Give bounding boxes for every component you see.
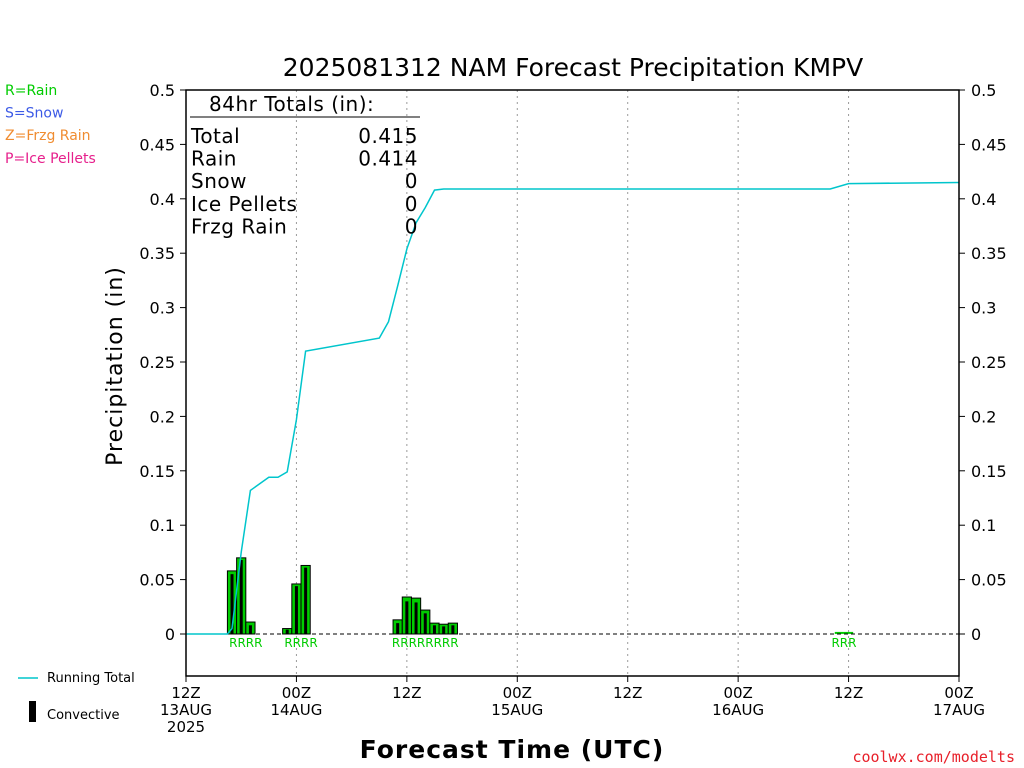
convective-bar	[405, 601, 409, 634]
convective-bar	[451, 625, 455, 634]
y-tick-label: 0.5	[150, 81, 175, 100]
y-tick-label: 0.45	[139, 135, 175, 154]
totals-row-label: Rain	[191, 147, 237, 171]
y-ticks-right: 0 0.05 0.1 0.15 0.2 0.25 0.3 0.35 0.4 0.45 0.5	[959, 81, 1007, 644]
convective-bar	[414, 602, 418, 634]
totals-row-value: 0.414	[358, 147, 418, 171]
ptype-labels: RRRR RRRR RRRRRRRR RRR	[229, 636, 856, 650]
y-tick-label-right: 0	[971, 625, 981, 644]
y-tick-label: 0.2	[150, 407, 175, 426]
convective-bar	[423, 613, 427, 634]
ptype-label: RRRRRRRR	[392, 636, 459, 650]
totals-row-value: 0	[405, 214, 418, 238]
convective-bar	[442, 626, 446, 634]
x-tick-label: 15AUG	[491, 701, 543, 719]
type-legend-entry: S=Snow	[5, 106, 63, 122]
x-tick-label: 16AUG	[712, 701, 764, 719]
convective-bar	[285, 629, 289, 634]
totals-row-value: 0	[405, 192, 418, 216]
y-tick-label-right: 0.05	[971, 571, 1007, 590]
totals-row-label: Ice Pellets	[191, 192, 297, 216]
credit-text: coolwx.com/modelts	[852, 748, 1015, 766]
x-tick-label: 12Z	[171, 684, 200, 702]
trace-bar	[843, 631, 854, 634]
chart-title: 2025081312 NAM Forecast Precipitation KM…	[283, 53, 863, 82]
y-tick-label-right: 0.25	[971, 353, 1007, 372]
plot-frame	[185, 89, 960, 677]
convective-bar	[239, 560, 243, 634]
x-tick-label: 00Z	[282, 684, 311, 702]
y-tick-label-right: 0.45	[971, 135, 1007, 154]
convective-bar	[248, 625, 252, 634]
totals-box: 84hr Totals (in): Total 0.415 Rain 0.414 Sno…	[190, 92, 420, 238]
y-tick-label: 0.1	[150, 516, 175, 535]
y-tick-label: 0.35	[139, 244, 175, 263]
x-tick-label: 13AUG	[160, 701, 212, 719]
x-tick-label: 2025	[167, 718, 205, 736]
convective-bar	[230, 574, 234, 634]
x-tick-label: 12Z	[392, 684, 421, 702]
y-tick-label-right: 0.35	[971, 244, 1007, 263]
y-tick-label-right: 0.2	[971, 407, 996, 426]
trace-bar	[834, 631, 844, 634]
y-tick-label-right: 0.15	[971, 462, 1007, 481]
y-tick-label-right: 0.5	[971, 81, 996, 100]
x-tick-label: 12Z	[613, 684, 642, 702]
x-tick-label: 00Z	[503, 684, 532, 702]
y-tick-label: 0.4	[150, 190, 175, 209]
running-total-line	[186, 181, 960, 635]
y-tick-label-right: 0.3	[971, 299, 996, 318]
ptype-label: RRR	[831, 636, 856, 650]
y-tick-label: 0.3	[150, 299, 175, 318]
totals-row-label: Snow	[191, 169, 247, 193]
type-legend-entry: Z=Frzg Rain	[5, 128, 91, 144]
y-tick-label: 0.15	[139, 462, 175, 481]
y-ticks-left: 0 0.05 0.1 0.15 0.2 0.25 0.3 0.35 0.4 0.45 0.5	[139, 81, 186, 644]
convective-bar	[432, 625, 436, 634]
totals-header: 84hr Totals (in):	[209, 92, 374, 116]
x-tick-label: 17AUG	[933, 701, 985, 719]
y-axis-label: Precipitation (in)	[103, 266, 128, 466]
totals-row-label: Total	[190, 124, 240, 148]
type-legend-entry: P=Ice Pellets	[5, 151, 96, 167]
x-tick-label: 00Z	[944, 684, 973, 702]
x-tick-label: 12Z	[834, 684, 863, 702]
y-tick-label-right: 0.4	[971, 190, 996, 209]
y-tick-label-right: 0.1	[971, 516, 996, 535]
totals-row-value: 0	[405, 169, 418, 193]
x-tick-label: 14AUG	[270, 701, 322, 719]
convective-bar	[396, 623, 400, 634]
ptype-label: RRRR	[284, 636, 317, 650]
totals-row-label: Frzg Rain	[191, 214, 287, 238]
vertical-grid	[295, 90, 850, 676]
convective-bar	[304, 567, 308, 634]
bottom-legend: Running Total Convective	[18, 671, 135, 723]
totals-row-value: 0.415	[358, 124, 418, 148]
y-tick-label: 0.05	[139, 571, 175, 590]
x-axis-label: Forecast Time (UTC)	[360, 735, 665, 764]
y-tick-label: 0.25	[139, 353, 175, 372]
y-tick-label: 0	[165, 625, 175, 644]
x-tick-label: 00Z	[723, 684, 752, 702]
precip-type-legend: R=Rain S=Snow Z=Frzg Rain P=Ice Pellets	[5, 83, 96, 167]
type-legend-entry: R=Rain	[5, 83, 57, 99]
convective-bar	[294, 586, 298, 634]
running-total-legend-label: Running Total	[47, 671, 135, 686]
precip-bars	[226, 557, 854, 635]
convective-swatch	[29, 701, 36, 722]
convective-legend-label: Convective	[47, 708, 120, 723]
ptype-label: RRRR	[229, 636, 262, 650]
